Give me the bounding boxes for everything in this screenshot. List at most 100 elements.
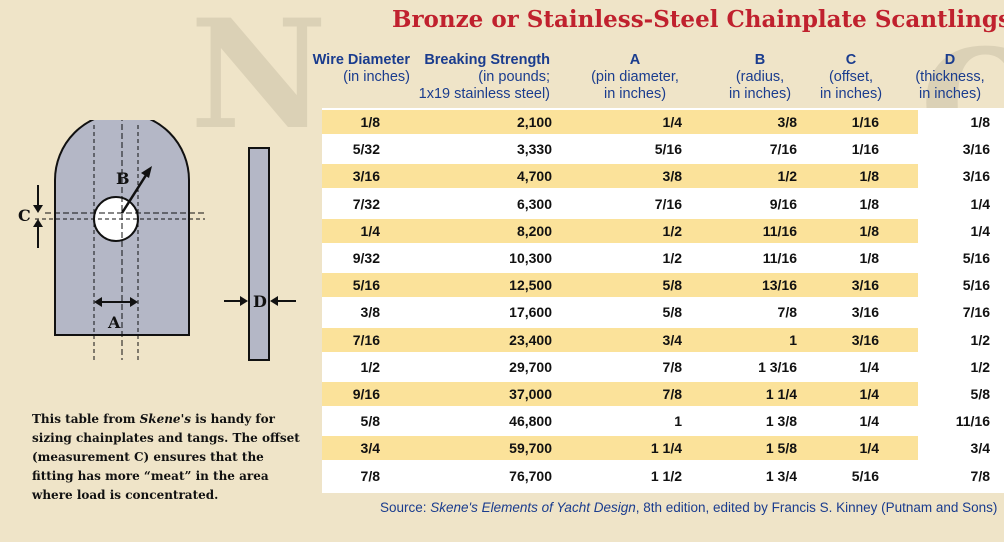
- cell-wire-diameter: 7/32: [352, 195, 380, 212]
- cell-breaking-strength: 10,300: [509, 250, 552, 266]
- header-c: C (offset, in inches): [819, 52, 883, 102]
- cell-pin-diameter: 1 1/2: [650, 467, 682, 484]
- cell-offset: 1/16: [851, 141, 879, 158]
- table-row: 9/32 10,300 1/2 11/16 1/8 5/16: [322, 246, 1004, 270]
- table-row: 3/16 4,700 3/8 1/2 1/8 3/16: [322, 164, 1004, 189]
- figure-caption: This table from Skene's is handy for siz…: [32, 412, 300, 502]
- diagram-label-a: A: [107, 313, 121, 332]
- cell-wire-diameter: 7/16: [352, 331, 380, 348]
- table-row: 5/32 3,330 5/16 7/16 1/16 3/16: [322, 137, 1004, 162]
- cell-offset: 1/8: [859, 168, 879, 185]
- table-row: 3/8 17,600 5/8 7/8 3/16 7/16: [322, 300, 1004, 325]
- cell-thickness: 3/16: [918, 137, 1004, 162]
- table-row: 7/32 6,300 7/16 9/16 1/8 1/4: [322, 191, 1004, 216]
- cell-pin-diameter: 3/4: [662, 331, 682, 348]
- cell-radius: 7/16: [769, 141, 797, 158]
- cell-thickness: 7/8: [918, 463, 1004, 488]
- cell-pin-diameter: 5/16: [654, 141, 682, 158]
- cell-offset: 5/16: [851, 467, 879, 484]
- cell-breaking-strength: 6,300: [516, 195, 552, 212]
- cell-breaking-strength: 76,700: [509, 467, 552, 484]
- cell-offset: 1/8: [859, 195, 879, 212]
- cell-radius: 1 3/16: [758, 358, 797, 375]
- cell-radius: 1 5/8: [765, 440, 797, 457]
- cell-wire-diameter: 5/16: [352, 277, 380, 294]
- cell-radius: 13/16: [761, 277, 797, 294]
- diagram-label-b: B: [116, 169, 130, 188]
- table-row: 1/2 29,700 7/8 1 3/16 1/4 1/2: [322, 354, 1004, 379]
- cell-wire-diameter: 3/16: [352, 168, 380, 185]
- cell-wire-diameter: 5/8: [360, 413, 380, 430]
- cell-offset: 1/8: [859, 250, 879, 266]
- cell-thickness: 1/4: [918, 218, 1004, 243]
- diagram-label-c: C: [18, 206, 31, 225]
- cell-offset: 3/16: [851, 331, 879, 348]
- cell-radius: 1 1/4: [765, 386, 797, 402]
- table-row: 1/4 8,200 1/2 11/16 1/8 1/4: [322, 218, 1004, 243]
- cell-thickness: 5/8: [918, 382, 1004, 406]
- cell-wire-diameter: 1/2: [360, 358, 380, 375]
- table-row: 5/16 12,500 5/8 13/16 3/16 5/16: [322, 273, 1004, 298]
- header-b: B (radius, in inches): [728, 52, 792, 102]
- cell-pin-diameter: 1/2: [662, 222, 682, 239]
- header-d: D (thickness, in inches): [915, 52, 985, 102]
- cell-breaking-strength: 17,600: [509, 304, 552, 321]
- cell-thickness: 1/2: [918, 327, 1004, 352]
- cell-offset: 1/4: [859, 386, 879, 402]
- cell-offset: 1/8: [859, 222, 879, 239]
- cell-radius: 11/16: [762, 250, 797, 266]
- cell-offset: 1/4: [859, 413, 879, 430]
- cell-wire-diameter: 5/32: [352, 141, 380, 158]
- cell-pin-diameter: 7/8: [662, 358, 682, 375]
- cell-pin-diameter: 1 1/4: [650, 440, 682, 457]
- cell-pin-diameter: 5/8: [662, 277, 682, 294]
- cell-offset: 3/16: [851, 304, 879, 321]
- cell-wire-diameter: 1/8: [360, 114, 380, 130]
- cell-radius: 11/16: [762, 222, 797, 239]
- cell-offset: 3/16: [851, 277, 879, 294]
- cell-breaking-strength: 29,700: [509, 358, 552, 375]
- cell-wire-diameter: 9/32: [352, 250, 380, 266]
- header-breaking-strength: Breaking Strength (in pounds; 1x19 stain…: [418, 52, 550, 102]
- cell-breaking-strength: 2,100: [516, 114, 552, 130]
- cell-thickness: 7/16: [918, 300, 1004, 325]
- cell-thickness: 3/4: [918, 436, 1004, 461]
- cell-thickness: 1/4: [918, 191, 1004, 216]
- cell-breaking-strength: 23,400: [509, 331, 552, 348]
- header-a: A (pin diameter, in inches): [591, 52, 679, 102]
- table-row: 3/4 59,700 1 1/4 1 5/8 1/4 3/4: [322, 436, 1004, 461]
- table-row: 9/16 37,000 7/8 1 1/4 1/4 5/8: [322, 382, 1004, 406]
- cell-radius: 7/8: [777, 304, 797, 321]
- table-row: 1/8 2,100 1/4 3/8 1/16 1/8: [322, 110, 1004, 134]
- background-letter-n: N: [190, 0, 328, 163]
- cell-radius: 1: [789, 331, 797, 348]
- cell-thickness: 1/8: [918, 110, 1004, 134]
- cell-wire-diameter: 3/8: [360, 304, 380, 321]
- cell-breaking-strength: 12,500: [509, 277, 552, 294]
- cell-radius: 1/2: [777, 168, 797, 185]
- cell-wire-diameter: 3/4: [360, 440, 380, 457]
- cell-radius: 9/16: [769, 195, 797, 212]
- cell-breaking-strength: 4,700: [516, 168, 552, 185]
- cell-breaking-strength: 59,700: [509, 440, 552, 457]
- chainplate-diagram: B C A D: [18, 120, 296, 361]
- cell-pin-diameter: 7/16: [654, 195, 682, 212]
- table-row: 7/16 23,400 3/4 1 3/16 1/2: [322, 327, 1004, 352]
- cell-radius: 1 3/4: [765, 467, 797, 484]
- table-row: 7/8 76,700 1 1/2 1 3/4 5/16 7/8: [322, 463, 1004, 488]
- cell-pin-diameter: 5/8: [662, 304, 682, 321]
- cell-breaking-strength: 8,200: [516, 222, 552, 239]
- chainplate-side-view: [248, 147, 270, 361]
- table-row: 5/8 46,800 1 1 3/8 1/4 11/16: [322, 409, 1004, 434]
- cell-pin-diameter: 1/2: [662, 250, 682, 266]
- cell-radius: 3/8: [777, 114, 797, 130]
- cell-thickness: 11/16: [918, 409, 1004, 434]
- diagram-label-d: D: [253, 292, 267, 311]
- cell-offset: 1/4: [859, 358, 879, 375]
- header-wire-diameter: Wire Diameter (in inches): [312, 52, 410, 85]
- cell-thickness: 5/16: [918, 273, 1004, 298]
- cell-breaking-strength: 3,330: [516, 141, 552, 158]
- cell-breaking-strength: 46,800: [509, 413, 552, 430]
- cell-thickness: 5/16: [918, 246, 1004, 270]
- cell-thickness: 3/16: [918, 164, 1004, 189]
